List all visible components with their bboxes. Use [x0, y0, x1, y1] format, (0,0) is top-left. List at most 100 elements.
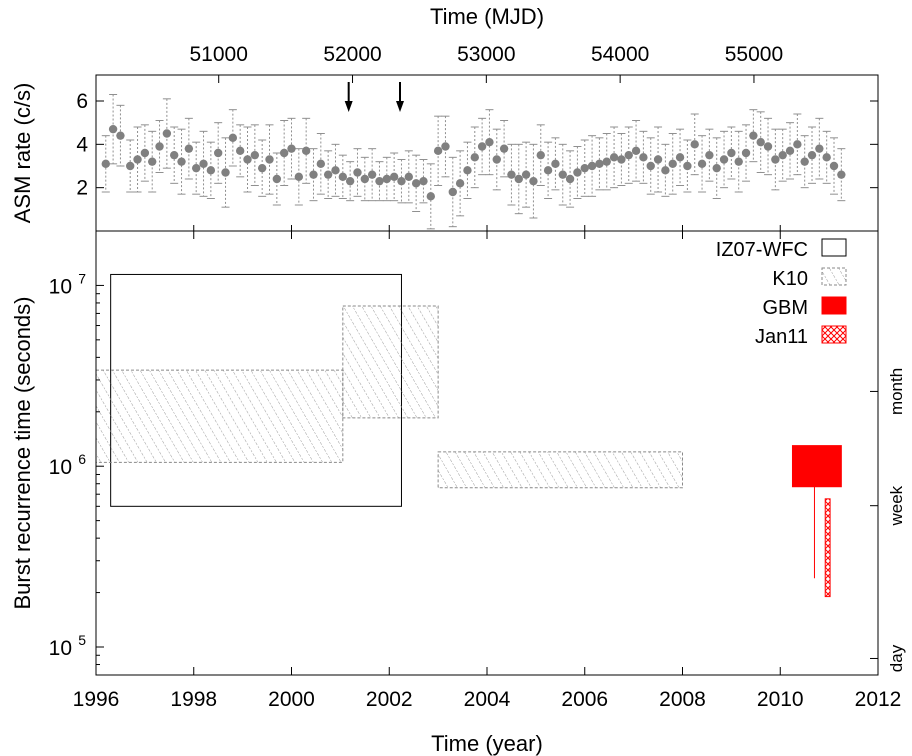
asm-data-point [661, 166, 670, 175]
asm-data-point [382, 174, 392, 184]
asm-data-point [741, 148, 751, 158]
asm-data-point [455, 179, 465, 188]
asm-data-point [309, 170, 318, 179]
asm-data-point [543, 166, 553, 175]
asm-data-point [617, 155, 626, 164]
legend-swatch-jan11 [821, 325, 847, 344]
asm-data-point [433, 146, 443, 156]
asm-data-point [602, 157, 611, 166]
asm-data-point [529, 176, 538, 186]
asm-data-point [316, 159, 326, 169]
legend-label-k10: K10 [772, 268, 808, 290]
asm-data-point [191, 163, 201, 173]
asm-data-point [101, 159, 110, 169]
year-tick-label: 2006 [561, 688, 608, 711]
asm-data-point [793, 140, 802, 149]
year-tick-label: 2000 [268, 688, 315, 711]
asm-data-point [148, 157, 157, 166]
mjd-tick-label: 52000 [323, 43, 381, 66]
asm-data-point [771, 155, 780, 164]
asm-data-point [785, 146, 795, 156]
asm-data-point [243, 155, 252, 164]
asm-data-point [573, 168, 582, 177]
legend-swatch-k10 [821, 267, 847, 286]
asm-data-point [697, 159, 707, 169]
year-tick-label: 2004 [464, 688, 511, 711]
asm-data-point [140, 148, 150, 158]
recurrence-axis-title: Burst recurrence time (seconds) [10, 297, 35, 610]
asm-ytick-label: 4 [76, 133, 88, 156]
asm-data-point [514, 174, 523, 184]
year-tick-label: 2010 [757, 688, 804, 711]
timescale-label-week: week [887, 485, 906, 526]
asm-data-point [184, 144, 194, 153]
box-jan11 [824, 498, 831, 598]
asm-data-point [631, 146, 641, 156]
asm-data-point [331, 166, 340, 175]
mjd-tick-label: 55000 [725, 43, 783, 66]
asm-data-point [712, 163, 721, 173]
asm-data-point [477, 142, 487, 151]
asm-data-point [763, 142, 773, 151]
asm-data-point [609, 153, 619, 162]
asm-data-point [565, 174, 575, 184]
asm-data-point [719, 155, 729, 164]
asm-data-point [155, 142, 164, 151]
asm-data-point [389, 172, 399, 182]
asm-data-point [272, 174, 282, 184]
asm-data-point [756, 137, 765, 147]
asm-data-point [734, 157, 743, 166]
asm-data-point [521, 170, 531, 179]
asm-data-point [639, 153, 648, 162]
year-axis-title: Time (year) [431, 731, 543, 756]
mjd-axis-title: Time (MJD) [430, 4, 544, 29]
asm-data-point [257, 163, 267, 173]
legend-swatch-iz07-wfc [821, 238, 847, 257]
asm-axis-title: ASM rate (c/s) [10, 83, 35, 224]
year-tick-label: 2008 [659, 688, 706, 711]
asm-data-point [404, 172, 413, 182]
asm-data-point [367, 170, 377, 179]
asm-data-point [829, 161, 839, 171]
asm-data-point [353, 168, 362, 177]
asm-data-point [778, 150, 787, 160]
timescale-label-day: day [887, 644, 906, 672]
outburst-arrow-head [344, 101, 353, 112]
asm-data-point [323, 170, 333, 179]
asm-data-point [558, 170, 567, 179]
asm-data-point [499, 144, 509, 153]
asm-data-point [653, 155, 663, 164]
ytick-label-exponent: 7 [78, 270, 86, 286]
asm-data-point [265, 155, 274, 164]
legend-label-jan11: Jan11 [755, 326, 808, 348]
asm-data-point [199, 159, 208, 169]
box-gbm [791, 445, 842, 488]
asm-data-point [360, 174, 370, 184]
box-k10 [437, 451, 683, 489]
ytick-label-exponent: 5 [78, 632, 86, 648]
asm-ytick-label: 2 [76, 177, 88, 200]
asm-data-point [213, 148, 223, 158]
ytick-label: 10 [49, 456, 72, 479]
asm-data-point [301, 146, 311, 156]
ytick-label: 10 [49, 637, 72, 660]
box-k10 [342, 305, 439, 419]
asm-data-point [411, 179, 421, 188]
asm-data-point [279, 148, 289, 158]
asm-data-point [426, 192, 435, 201]
asm-data-point [749, 131, 758, 140]
legend-label-gbm: GBM [762, 297, 808, 319]
asm-data-point [668, 159, 677, 169]
asm-data-point [170, 150, 179, 160]
asm-data-point [690, 140, 699, 149]
asm-data-point [595, 159, 604, 169]
year-tick-label: 2002 [366, 688, 413, 711]
asm-data-point [397, 176, 406, 186]
asm-data-point [441, 142, 450, 151]
asm-data-point [338, 172, 348, 182]
asm-data-point [822, 153, 831, 162]
asm-data-point [287, 144, 296, 153]
asm-data-point [250, 150, 260, 160]
